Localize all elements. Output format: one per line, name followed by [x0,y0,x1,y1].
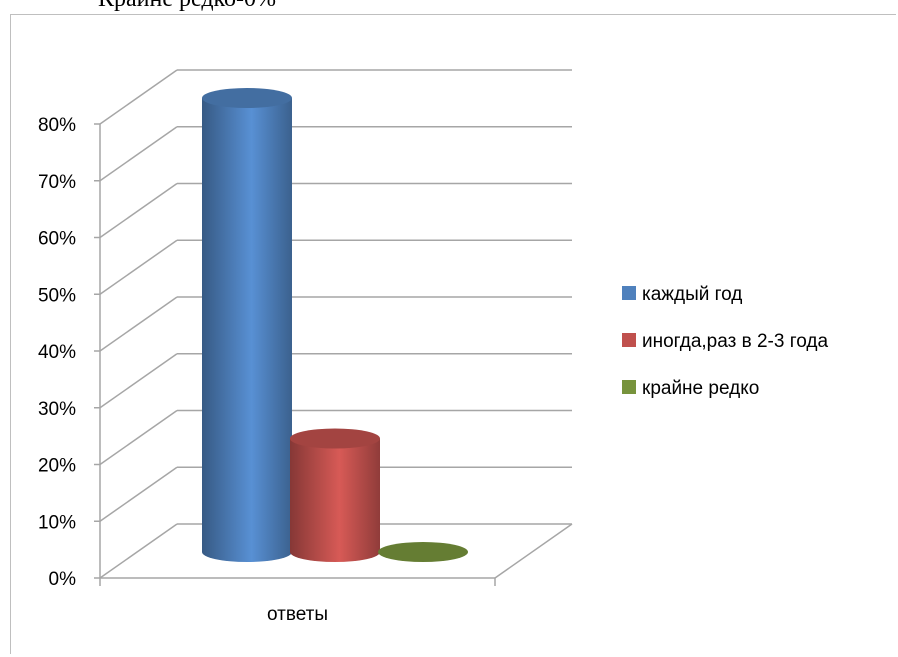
gridline-side [99,69,178,125]
document-text-fragment: Крайне редко-0% [98,0,276,13]
bar-0 [202,88,292,562]
legend-swatch [622,333,636,347]
gridline-side [99,296,178,352]
x-axis: ответы [267,604,328,625]
y-tick-label: 30% [38,399,76,420]
bars [202,88,468,562]
y-tick-label: 0% [49,569,77,590]
legend: каждый год иногда,раз в 2-3 года крайне ре… [622,284,828,399]
gridline-side [99,523,178,579]
bar-2 [378,542,468,562]
y-tick-label: 80% [38,115,76,136]
gridline-side [99,466,178,522]
y-tick-label: 60% [38,229,76,250]
y-axis-ticks: 0% 10% 20% 30% 40% 50% 60% 70% 80% [38,115,76,590]
gridline-side [99,239,178,295]
floor-right-edge [494,523,573,579]
legend-label: крайне редко [642,378,759,399]
x-tick-label: ответы [267,604,328,625]
legend-label: иногда,раз в 2-3 года [642,331,828,352]
y-tick-label: 20% [38,456,76,477]
y-tick-label: 40% [38,342,76,363]
bar-1 [290,428,380,562]
bar-body [202,98,292,562]
chart-frame [10,14,896,654]
gridline-side [99,182,178,239]
y-tick-label: 50% [38,285,76,306]
gridline-side [99,353,178,409]
bar-body [290,438,380,562]
bar-top [290,428,380,449]
legend-swatch [622,380,636,394]
legend-label: каждый год [642,284,742,305]
y-tick-label: 10% [38,512,76,533]
gridline-side [99,126,178,182]
legend-swatch [622,286,636,300]
gridline-side [99,409,178,466]
y-tick-label: 70% [38,172,76,193]
bar-top [202,88,292,108]
bar-disc [378,542,468,562]
